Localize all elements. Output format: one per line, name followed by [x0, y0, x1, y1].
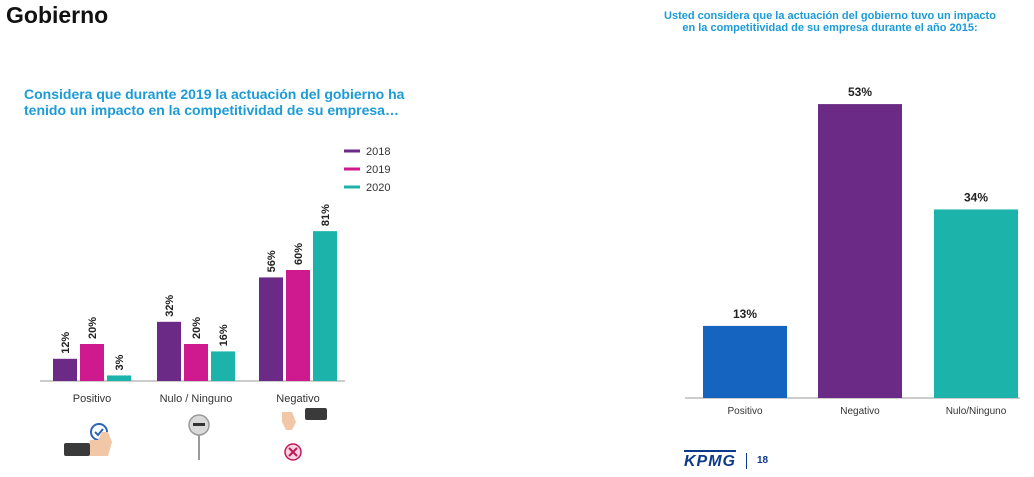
- bar-2020-3: [313, 231, 337, 381]
- bar-value-label: 3%: [114, 354, 126, 370]
- kpmg-logo: KPMG: [684, 450, 736, 471]
- bar-2019-1: [80, 344, 104, 381]
- page-heading: Gobierno: [6, 2, 109, 28]
- bar-3: [934, 209, 1018, 398]
- thumbs-down-icon: [282, 412, 296, 430]
- laptop-icon: [305, 408, 327, 420]
- category-label: Positivo: [727, 406, 762, 417]
- bar-value-label: 12%: [60, 332, 72, 354]
- category-label: Positivo: [73, 393, 112, 405]
- bar-value-label: 34%: [964, 190, 988, 204]
- bar-value-label: 32%: [164, 295, 176, 317]
- bar-value-label: 20%: [87, 317, 99, 339]
- category-label: Negativo: [840, 406, 880, 417]
- right-chart-title: Usted considera que la actuación del gob…: [664, 10, 996, 34]
- category-label: Nulo / Ninguno: [160, 393, 233, 405]
- bar-value-label: 56%: [266, 250, 278, 272]
- bar-value-label: 81%: [320, 204, 332, 226]
- bar-value-label: 60%: [293, 243, 305, 265]
- check-mark-icon: [94, 428, 104, 437]
- bar-2018-1: [53, 358, 77, 381]
- bar-value-label: 20%: [191, 317, 203, 339]
- thumbs-up-icon: [90, 432, 112, 456]
- bar-2018-3: [259, 277, 283, 381]
- cross-mark-icon: [288, 447, 298, 457]
- footer-divider: [746, 452, 747, 469]
- bar-value-label: 16%: [218, 324, 230, 346]
- bar-1: [703, 325, 787, 398]
- footer: KPMG 18: [684, 450, 768, 471]
- bar-2018-2: [157, 321, 181, 381]
- bar-2019-3: [286, 270, 310, 381]
- legend-label-2018: 2018: [366, 146, 390, 158]
- bar-2020-1: [107, 375, 131, 381]
- laptop-icon: [64, 443, 90, 456]
- minus-icon: [193, 423, 205, 426]
- bar-value-label: 13%: [733, 307, 757, 321]
- left-chart-title: Considera que durante 2019 la actuación …: [24, 86, 405, 118]
- bar-2019-2: [184, 344, 208, 381]
- legend-label-2019: 2019: [366, 164, 390, 176]
- page-number: 18: [757, 455, 769, 466]
- category-label: Negativo: [276, 393, 319, 405]
- legend-label-2020: 2020: [366, 182, 390, 194]
- bar-2: [818, 104, 902, 398]
- bar-value-label: 53%: [848, 85, 872, 99]
- category-label: Nulo/Ninguno: [946, 406, 1007, 417]
- bar-2020-2: [211, 351, 235, 381]
